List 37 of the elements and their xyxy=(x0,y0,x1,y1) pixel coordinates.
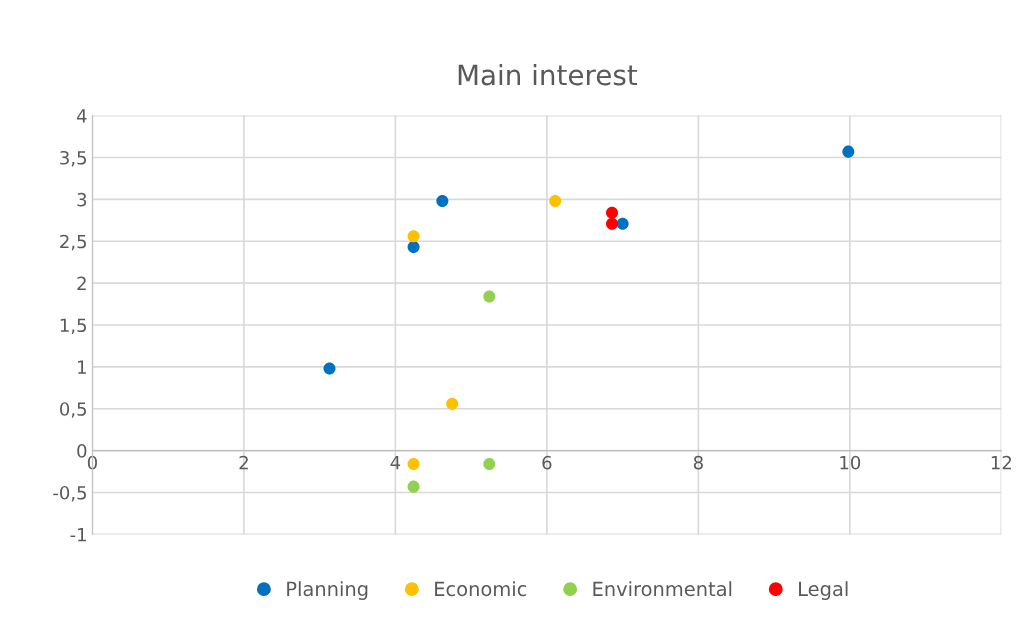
x-tick-label: 4 xyxy=(390,456,401,470)
point xyxy=(483,458,496,471)
y-tick-label: 0 xyxy=(77,444,87,458)
point xyxy=(436,195,449,208)
x-tick-label: 12 xyxy=(991,455,1011,470)
point xyxy=(407,241,420,254)
y-tick-label: 2 xyxy=(77,276,86,290)
y-tick-label: 2,5 xyxy=(60,234,86,251)
x-tick-label: 10 xyxy=(840,455,861,470)
point xyxy=(323,362,336,375)
y-tick-label: 1,5 xyxy=(60,318,86,334)
point xyxy=(407,480,420,493)
point xyxy=(407,230,420,243)
x-tick-label: 6 xyxy=(542,455,552,470)
x-tick-label: 0 xyxy=(87,455,97,470)
legend-label: Planning xyxy=(287,581,368,601)
point xyxy=(446,397,459,410)
x-tick-label: 2 xyxy=(239,455,248,470)
y-tick-label: 4 xyxy=(76,109,87,123)
legend-label: Legal xyxy=(799,581,848,601)
y-tick-label: -0,5 xyxy=(53,485,86,502)
point xyxy=(606,206,619,219)
legend-label: Environmental xyxy=(593,581,732,597)
y-tick-label: 0,5 xyxy=(60,402,86,418)
chart-title: Main interest xyxy=(458,63,638,86)
point xyxy=(407,458,420,471)
legend-label: Economic xyxy=(435,581,527,597)
y-tick-label: 3,5 xyxy=(60,150,86,167)
x-tick-label: 8 xyxy=(693,455,703,470)
y-tick-label: -1 xyxy=(70,528,86,542)
point xyxy=(842,145,855,158)
point xyxy=(549,195,562,208)
point xyxy=(483,290,496,303)
point xyxy=(616,217,629,230)
point xyxy=(606,217,619,230)
y-tick-label: 1 xyxy=(78,360,86,374)
y-tick-label: 3 xyxy=(77,192,87,207)
